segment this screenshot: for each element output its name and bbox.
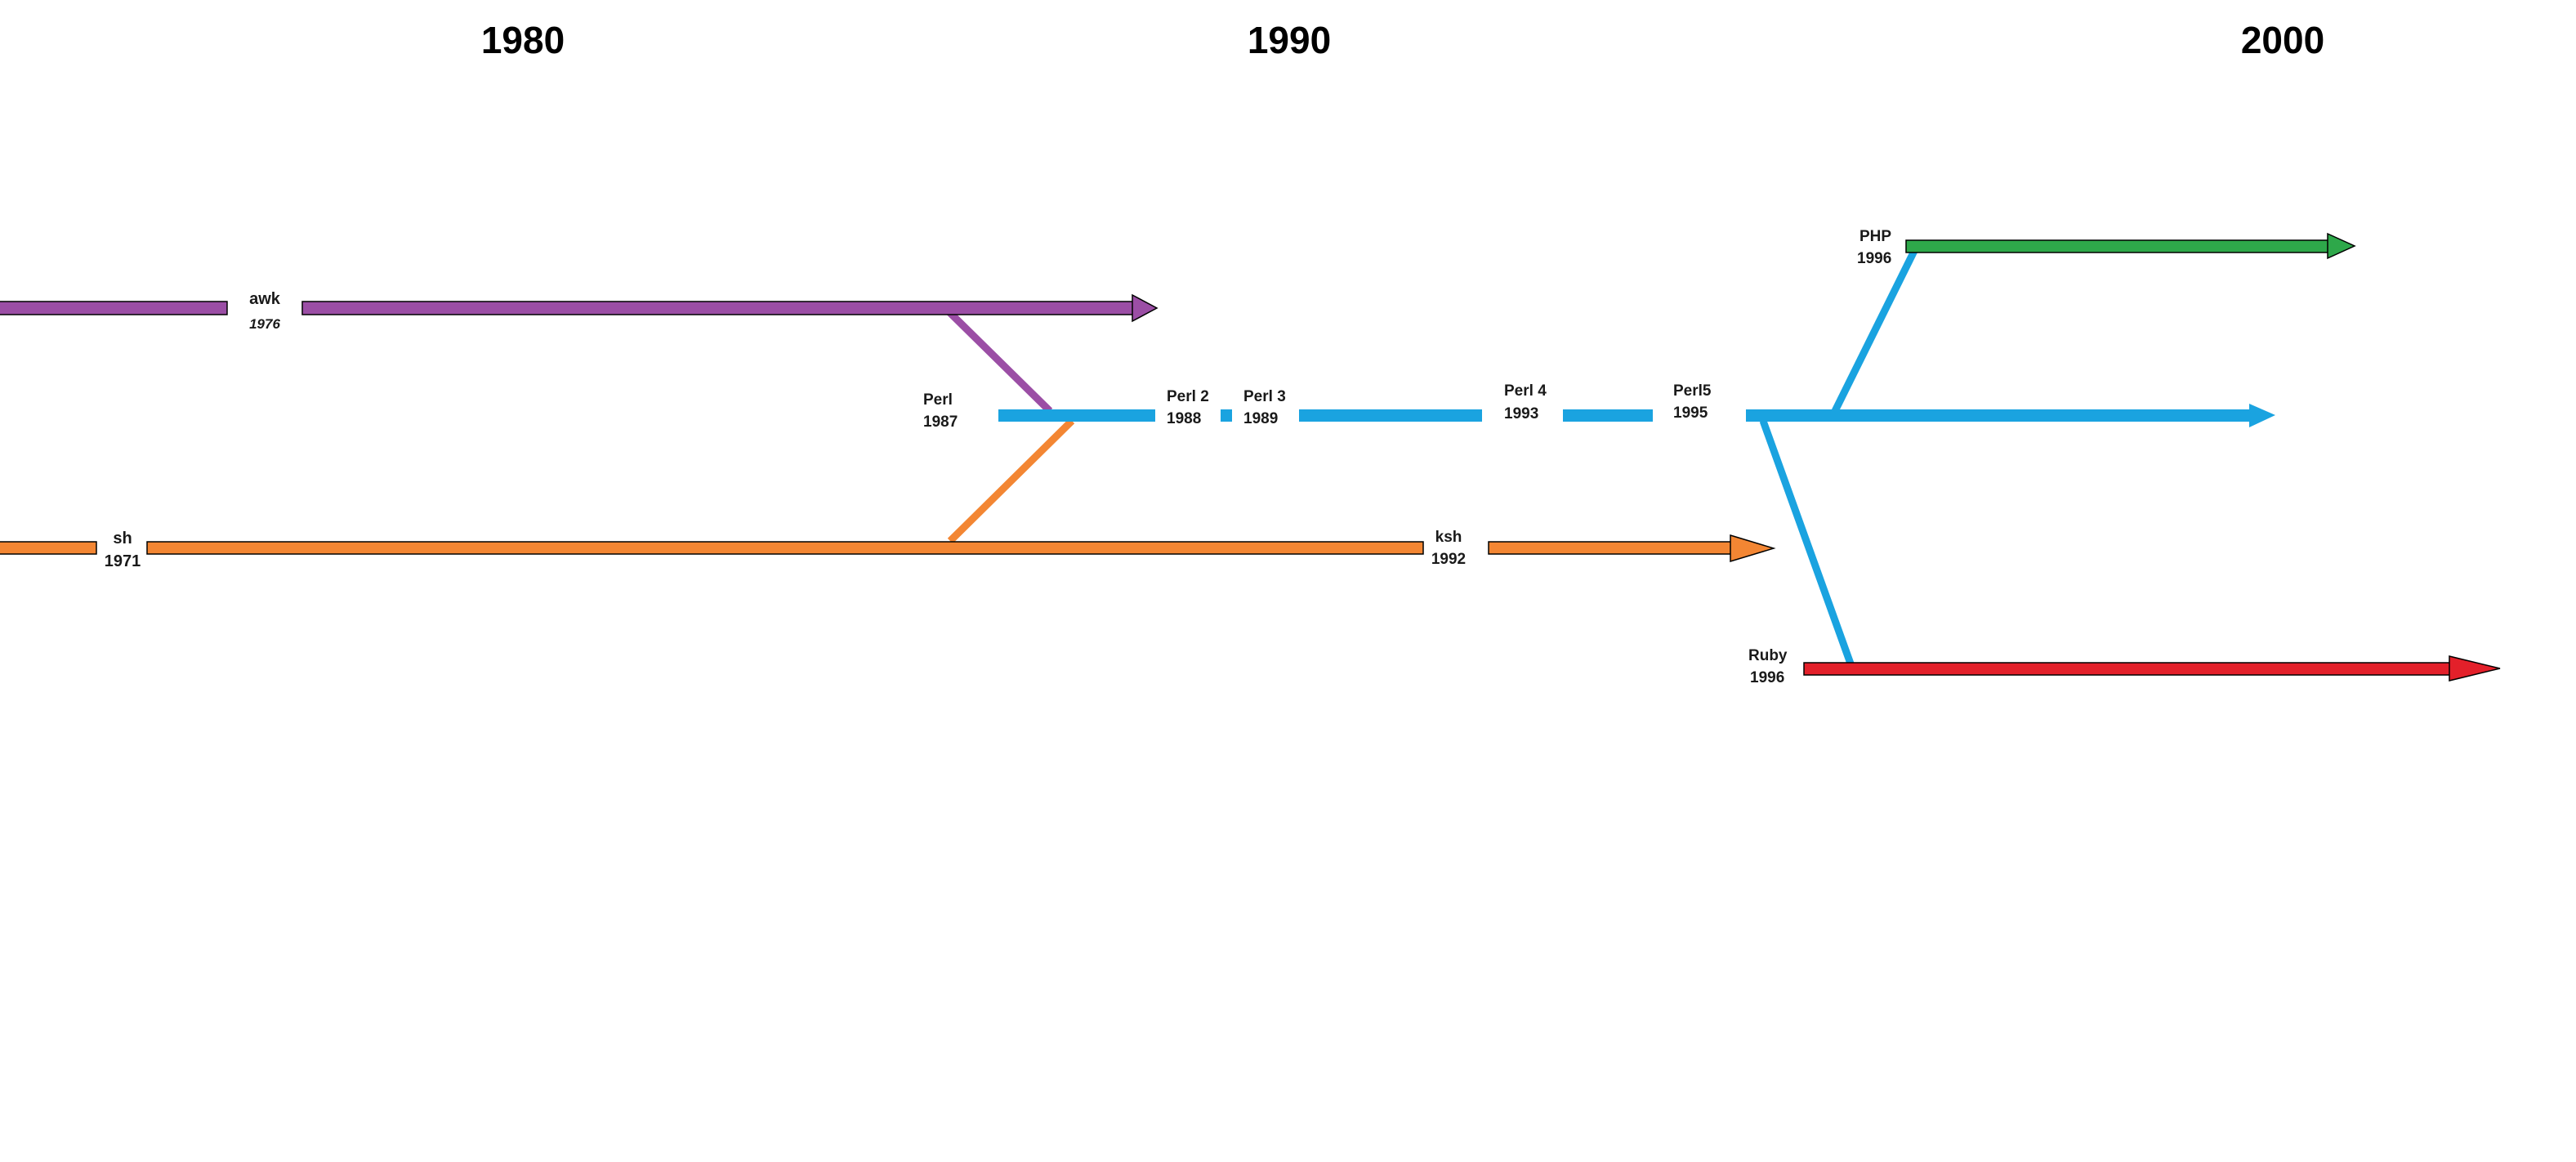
ruby-timeline [1803,655,2501,682]
perl-bar-segment-5 [1746,409,2251,422]
perl-timeline [998,404,2275,427]
perl-bar-segment-1 [998,409,1155,422]
sh-year: 1971 [105,552,141,570]
awk-bar-segment-1 [0,301,228,315]
perl-name: Perl [923,391,953,409]
php-timeline [1905,232,2356,260]
perl5-year: 1995 [1673,404,1708,422]
ksh-name: ksh [1435,529,1462,546]
decade-label-1980: 1980 [481,19,565,61]
awk-bar-segment-2 [301,301,1135,315]
sh-bar-segment-2 [146,541,1424,555]
perl3-name: Perl 3 [1243,388,1286,405]
php-arrowhead [2327,232,2356,260]
ruby-bar [1803,662,2452,676]
sh-bar-segment-1 [0,541,97,555]
php-year: 1996 [1857,250,1891,267]
perl4-year: 1993 [1504,405,1538,422]
perl-bar-segment-4 [1563,409,1653,422]
awk-year: 1976 [249,316,280,332]
sh-bar-segment-3 [1488,541,1733,555]
decade-label-1990: 1990 [1248,19,1331,61]
sh-arrowhead [1730,534,1776,563]
ruby-name: Ruby [1748,647,1788,664]
awk-arrowhead [1132,293,1159,323]
perl-to-ruby-connector [1759,419,1855,665]
perl3-year: 1989 [1243,410,1278,427]
ksh-year: 1992 [1431,551,1466,568]
ruby-year: 1996 [1750,669,1784,686]
perl-bar-segment-2 [1221,409,1232,422]
perl4-name: Perl 4 [1504,382,1547,400]
perl-bar-segment-3 [1299,409,1482,422]
decade-label-2000: 2000 [2241,19,2324,61]
perl-arrowhead [2249,404,2275,427]
sh-timeline [0,534,1776,563]
perl2-name: Perl 2 [1167,388,1209,405]
sh-to-perl-connector [947,418,1075,544]
awk-timeline [0,293,1159,323]
awk-name: awk [249,290,281,308]
awk-to-perl-connector [944,307,1053,414]
perl5-name: Perl5 [1673,382,1712,400]
perl-year: 1987 [923,413,958,431]
ruby-arrowhead [2449,655,2501,682]
php-bar [1905,239,2330,253]
php-name: PHP [1859,228,1891,245]
perl2-year: 1988 [1167,410,1201,427]
sh-name: sh [113,530,132,547]
perl-to-php-connector [1831,246,1920,413]
